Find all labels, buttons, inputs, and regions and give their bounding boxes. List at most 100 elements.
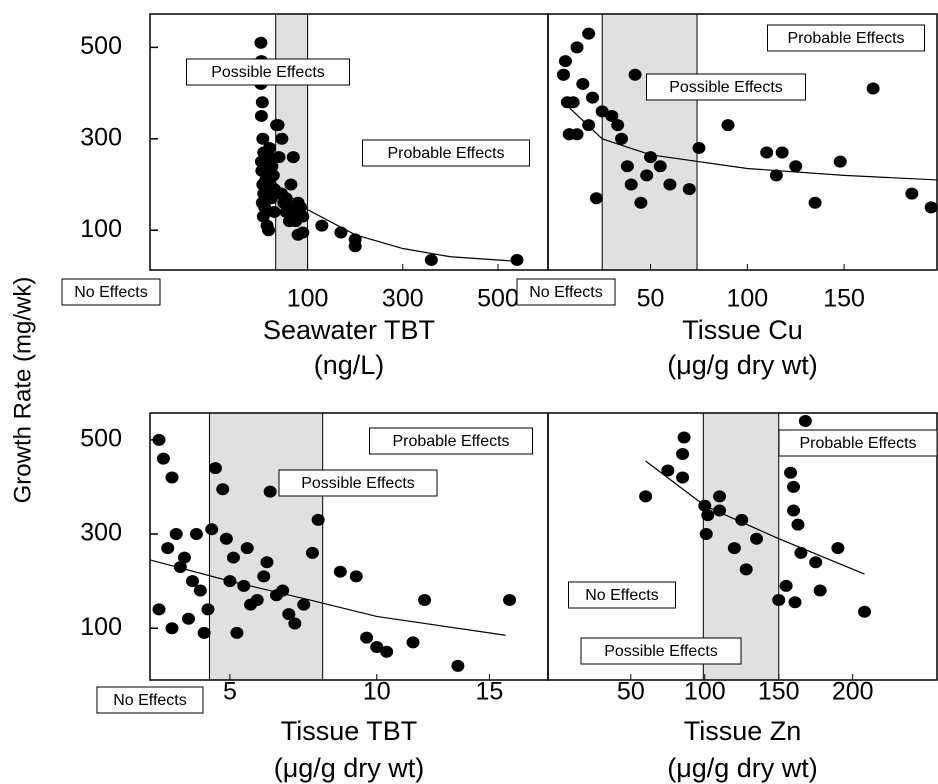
y-tick-label: 100 [80,613,122,641]
data-point [370,641,384,654]
data-point [699,528,713,541]
data-point [348,240,362,253]
data-point [663,178,677,191]
data-point [653,160,667,173]
fit-curve [150,559,506,636]
data-point [682,183,696,196]
x-tick-label: 300 [382,285,424,313]
data-point [787,504,801,517]
data-point [254,109,268,122]
fit-curve [645,460,865,575]
data-point [787,480,801,493]
annotation: Probable Effects [799,435,916,452]
data-point [418,593,432,606]
data-point [201,603,215,616]
data-point [858,605,872,618]
x-axis-label: (μg/g dry wt) [274,753,425,783]
data-point [197,626,211,639]
data-point [750,532,764,545]
data-point [240,542,254,555]
data-point [788,596,802,609]
panel [254,14,524,270]
x-axis-label: (μg/g dry wt) [667,350,818,380]
annotation-box [278,469,438,497]
data-point [634,196,648,209]
data-point [570,41,584,54]
data-point [866,82,880,95]
data-point [406,636,420,649]
data-point [831,542,845,555]
data-point [349,570,363,583]
data-point [282,215,296,228]
data-point [296,226,310,239]
data-point [262,141,276,154]
data-point [264,192,278,205]
data-point [165,622,179,635]
data-point [185,575,199,588]
x-tick-label: 100 [287,285,329,313]
data-point [254,155,268,168]
x-axis-label: (μg/g dry wt) [667,753,818,783]
x-tick-label: 50 [637,285,665,313]
annotation: Possible Effects [604,643,718,660]
data-point [255,164,269,177]
x-tick-label: 100 [726,285,768,313]
plot-frame [547,412,938,681]
data-point [293,201,307,214]
data-point [833,155,847,168]
x-tick-label: 200 [832,678,874,706]
data-point [311,513,325,526]
data-point [262,173,276,186]
x-tick-label: 5 [223,678,237,706]
data-point [169,528,183,541]
data-point [305,546,319,559]
data-point [208,462,222,475]
data-point [813,584,827,597]
data-point [677,431,691,444]
annotation-box [369,427,533,455]
panel [150,413,517,680]
plot-frame [547,13,938,271]
data-point [284,178,298,191]
x-tick-label: 150 [758,678,800,706]
data-point [254,36,268,49]
y-tick-label: 500 [80,424,122,452]
annotation-box [362,139,530,167]
data-point [661,464,675,477]
data-point [794,546,808,559]
data-point [558,55,572,68]
y-tick-label: 300 [80,519,122,547]
data-point [257,570,271,583]
data-point [265,160,279,173]
data-point [676,471,690,484]
x-axis-label: Seawater TBT [263,315,435,345]
data-point [566,96,580,109]
data-point [586,91,600,104]
annotation-box [580,637,742,665]
data-point [589,192,603,205]
data-point [216,483,230,496]
data-point [611,119,625,132]
panel [639,413,872,680]
data-point [152,603,166,616]
data-point [576,77,590,90]
data-point [237,579,251,592]
shaded-region [208,413,324,680]
y-tick-label: 100 [80,215,122,243]
data-point [205,523,219,536]
data-point [260,183,274,196]
data-point [272,151,286,164]
data-point [772,593,786,606]
data-point [784,466,798,479]
data-point [692,141,706,154]
data-point [286,151,300,164]
data-point [189,528,203,541]
annotation-box [646,73,806,101]
data-point [275,132,289,145]
data-point [315,219,329,232]
data-point [181,612,195,625]
data-point [905,187,919,200]
data-point [640,169,654,182]
data-point [282,608,296,621]
data-point [219,532,233,545]
